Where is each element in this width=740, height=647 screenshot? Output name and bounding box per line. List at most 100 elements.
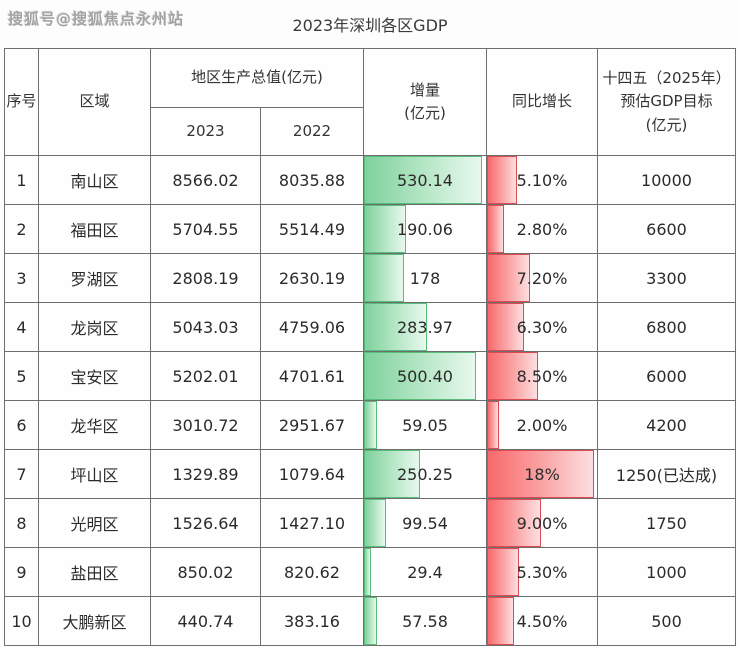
growth-bar <box>487 499 541 547</box>
region-cell: 龙岗区 <box>38 302 151 352</box>
gdp-2022-cell: 2630.19 <box>260 253 364 303</box>
increment-cell: 250.25 <box>363 449 487 499</box>
growth-value: 7.20% <box>516 268 568 288</box>
growth-cell: 9.00% <box>486 498 598 548</box>
gdp-2022-cell: 1079.64 <box>260 449 364 499</box>
increment-bar <box>364 254 404 302</box>
region-cell: 宝安区 <box>38 351 151 401</box>
gdp-table: 序号 区域 地区生产总值(亿元) 增量 (亿元) 同比增长 十四五（2025年）… <box>4 48 736 646</box>
increment-value: 500.40 <box>397 366 453 386</box>
target-cell: 6000 <box>597 351 736 401</box>
increment-cell: 178 <box>363 253 487 303</box>
region-cell: 盐田区 <box>38 547 151 597</box>
table-row: 2 福田区 5704.55 5514.49 190.06 2.80% 6600 <box>4 204 736 254</box>
increment-bar <box>364 401 378 449</box>
col-header-increment: 增量 (亿元) <box>363 48 487 156</box>
gdp-2022-cell: 5514.49 <box>260 204 364 254</box>
increment-value: 190.06 <box>397 219 453 239</box>
target-cell: 1250(已达成) <box>597 449 736 499</box>
col-header-target: 十四五（2025年） 预估GDP目标 (亿元) <box>597 48 736 156</box>
target-cell: 1000 <box>597 547 736 597</box>
increment-cell: 59.05 <box>363 400 487 450</box>
region-cell: 龙华区 <box>38 400 151 450</box>
growth-bar <box>487 352 538 400</box>
gdp-2022-cell: 1427.10 <box>260 498 364 548</box>
growth-cell: 18% <box>486 449 598 499</box>
increment-bar <box>364 156 483 204</box>
gdp-2023-cell: 5202.01 <box>150 351 261 401</box>
gdp-2023-cell: 5043.03 <box>150 302 261 352</box>
increment-bar <box>364 499 387 547</box>
increment-value: 59.05 <box>402 415 448 435</box>
increment-value: 250.25 <box>397 464 453 484</box>
growth-value: 5.30% <box>516 562 568 582</box>
growth-value: 18% <box>524 464 560 484</box>
row-index: 8 <box>4 498 39 548</box>
growth-cell: 8.50% <box>486 351 598 401</box>
growth-bar <box>487 597 514 645</box>
growth-cell: 2.80% <box>486 204 598 254</box>
increment-bar <box>364 205 407 253</box>
target-cell: 6600 <box>597 204 736 254</box>
gdp-2023-cell: 8566.02 <box>150 155 261 205</box>
growth-value: 6.30% <box>516 317 568 337</box>
row-index: 3 <box>4 253 39 303</box>
gdp-2023-cell: 1329.89 <box>150 449 261 499</box>
page-title: 2023年深圳各区GDP <box>292 16 448 35</box>
increment-cell: 530.14 <box>363 155 487 205</box>
row-index: 10 <box>4 596 39 646</box>
target-cell: 500 <box>597 596 736 646</box>
growth-cell: 4.50% <box>486 596 598 646</box>
table-row: 7 坪山区 1329.89 1079.64 250.25 18% 1250(已达… <box>4 449 736 499</box>
col-header-target-line3: (亿元) <box>645 115 688 134</box>
increment-cell: 99.54 <box>363 498 487 548</box>
gdp-2023-cell: 850.02 <box>150 547 261 597</box>
increment-bar <box>364 450 420 498</box>
gdp-2023-cell: 5704.55 <box>150 204 261 254</box>
gdp-2022-cell: 4759.06 <box>260 302 364 352</box>
row-index: 1 <box>4 155 39 205</box>
row-index: 9 <box>4 547 39 597</box>
table-row: 4 龙岗区 5043.03 4759.06 283.97 6.30% 6800 <box>4 302 736 352</box>
region-cell: 光明区 <box>38 498 151 548</box>
growth-value: 2.00% <box>516 415 568 435</box>
growth-bar <box>487 548 519 596</box>
region-cell: 福田区 <box>38 204 151 254</box>
growth-bar <box>487 401 499 449</box>
gdp-2023-cell: 2808.19 <box>150 253 261 303</box>
table-row: 8 光明区 1526.64 1427.10 99.54 9.00% 1750 <box>4 498 736 548</box>
row-index: 6 <box>4 400 39 450</box>
gdp-2023-cell: 1526.64 <box>150 498 261 548</box>
growth-bar <box>487 205 504 253</box>
growth-cell: 7.20% <box>486 253 598 303</box>
region-cell: 罗湖区 <box>38 253 151 303</box>
gdp-2022-cell: 383.16 <box>260 596 364 646</box>
increment-value: 178 <box>409 268 441 288</box>
table-row: 3 罗湖区 2808.19 2630.19 178 7.20% 3300 <box>4 253 736 303</box>
target-cell: 6800 <box>597 302 736 352</box>
gdp-2023-cell: 440.74 <box>150 596 261 646</box>
increment-cell: 500.40 <box>363 351 487 401</box>
growth-cell: 5.10% <box>486 155 598 205</box>
increment-value: 530.14 <box>397 170 453 190</box>
col-header-growth: 同比增长 <box>486 48 598 156</box>
col-header-region: 区域 <box>38 48 151 156</box>
col-header-2023: 2023 <box>150 107 261 156</box>
table-row: 1 南山区 8566.02 8035.88 530.14 5.10% 10000 <box>4 155 736 205</box>
table-row: 6 龙华区 3010.72 2951.67 59.05 2.00% 4200 <box>4 400 736 450</box>
increment-bar <box>364 548 371 596</box>
col-header-gdp-group: 地区生产总值(亿元) <box>150 48 364 108</box>
row-index: 4 <box>4 302 39 352</box>
increment-cell: 57.58 <box>363 596 487 646</box>
growth-bar <box>487 303 525 351</box>
increment-cell: 190.06 <box>363 204 487 254</box>
region-cell: 大鹏新区 <box>38 596 151 646</box>
growth-value: 9.00% <box>516 513 568 533</box>
table-row: 10 大鹏新区 440.74 383.16 57.58 4.50% 500 <box>4 596 736 646</box>
growth-value: 5.10% <box>516 170 568 190</box>
col-header-increment-line1: 增量 <box>409 80 440 99</box>
col-header-2022: 2022 <box>260 107 364 156</box>
region-cell: 南山区 <box>38 155 151 205</box>
gdp-2022-cell: 4701.61 <box>260 351 364 401</box>
growth-bar <box>487 254 530 302</box>
